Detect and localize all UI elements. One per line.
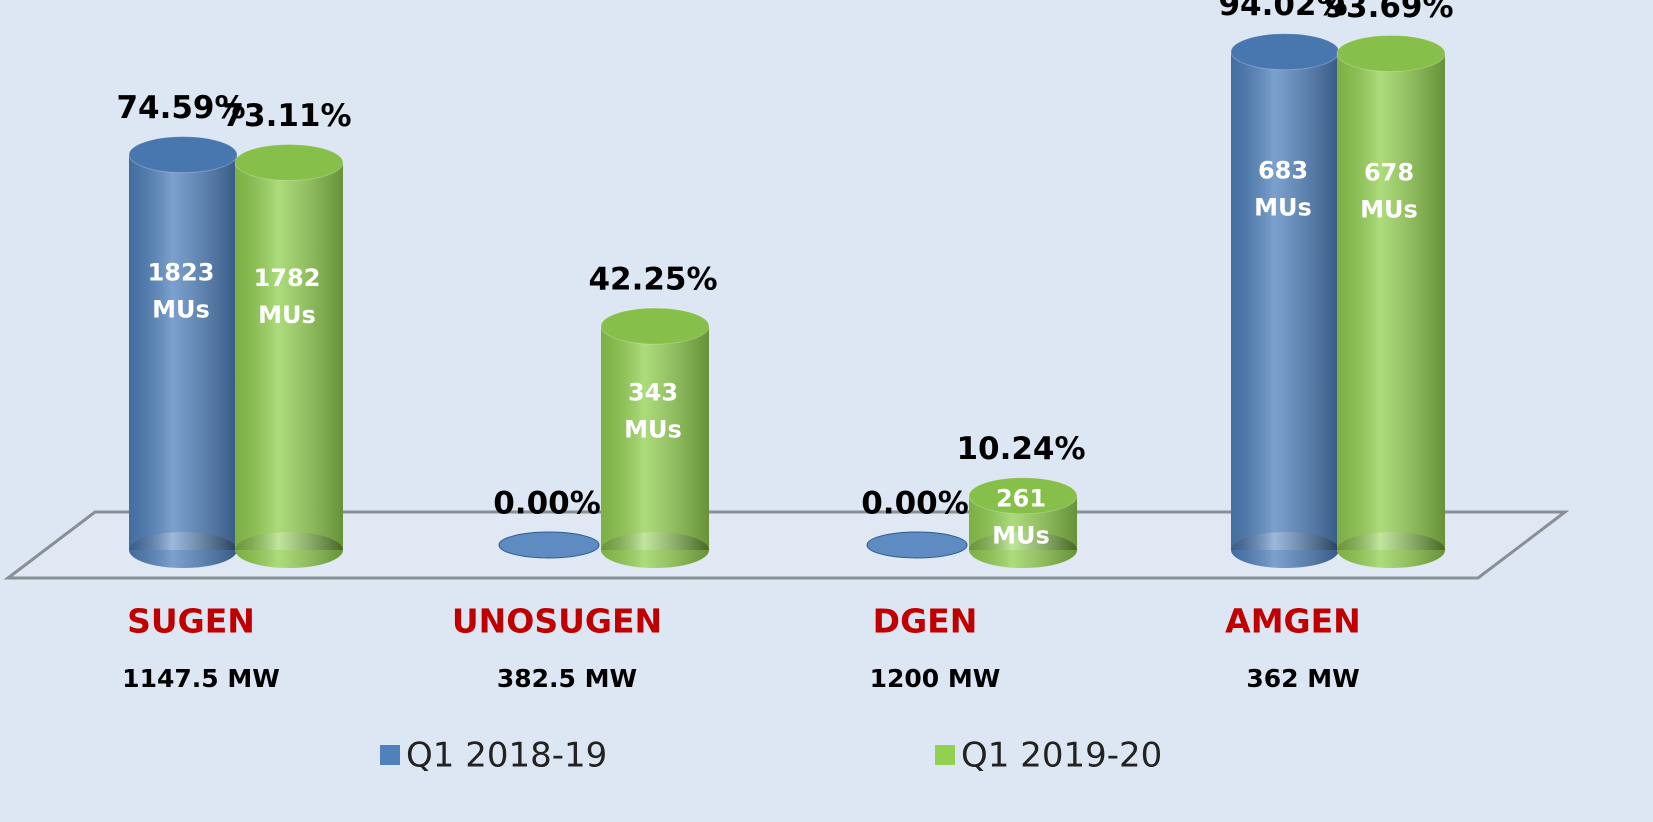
energy-label: 1823	[148, 258, 215, 286]
cylinder	[498, 531, 600, 559]
cylinder-top	[1336, 34, 1446, 72]
cylinder-flat	[498, 531, 600, 559]
category-label: AMGEN	[1225, 602, 1361, 641]
cylinder-bottom-shade	[1337, 532, 1445, 568]
energy-label: 261	[996, 485, 1046, 513]
energy-label: MUs	[992, 522, 1050, 550]
value-label: 42.25%	[588, 262, 717, 298]
cylinder-shade	[1231, 51, 1339, 550]
cylinder-top	[968, 477, 1078, 515]
cylinder	[600, 307, 710, 568]
value-label: 0.00%	[493, 486, 601, 522]
capacity-label: 362 MW	[1246, 664, 1359, 693]
cylinder-top	[600, 307, 710, 345]
energy-label: 683	[1258, 157, 1308, 185]
cylinder	[1230, 33, 1340, 568]
energy-label: MUs	[624, 415, 682, 443]
energy-label: MUs	[258, 301, 316, 329]
energy-label: 678	[1364, 158, 1414, 186]
value-label: 94.02%	[1218, 0, 1347, 23]
cylinder-shade	[1337, 53, 1445, 551]
legend-swatch	[380, 745, 400, 765]
cylinder-top-shade	[129, 136, 237, 173]
legend-swatch	[935, 745, 955, 765]
cylinder-bottom-shade	[129, 532, 237, 568]
capacity-label: 1147.5 MW	[122, 664, 280, 693]
floor	[3, 510, 1570, 580]
cylinder	[866, 531, 968, 559]
category-label: DGEN	[873, 602, 978, 641]
energy-label: MUs	[1360, 195, 1418, 223]
cylinder-shade	[601, 326, 709, 550]
legend-label: Q1 2019-20	[961, 736, 1162, 776]
cylinder-shade	[235, 162, 343, 550]
cylinder	[1336, 34, 1446, 568]
cylinder-top-shade	[1337, 35, 1445, 72]
cylinder-top-shade	[1231, 33, 1339, 70]
value-label: 74.59%	[116, 90, 245, 126]
cylinder	[128, 136, 238, 568]
cylinder-bottom-shade	[1231, 532, 1339, 568]
legend-label: Q1 2018-19	[406, 736, 607, 776]
energy-label: MUs	[152, 295, 210, 323]
capacity-label: 1200 MW	[870, 664, 1001, 693]
cylinder-shade	[129, 154, 237, 550]
value-label: 0.00%	[861, 486, 969, 522]
cylinder-flat	[866, 531, 968, 559]
category-label: SUGEN	[127, 602, 255, 641]
cylinder-top	[128, 136, 238, 174]
cylinder-top-shade	[235, 144, 343, 181]
value-label: 10.24%	[956, 431, 1085, 467]
cylinder	[234, 144, 344, 568]
energy-label: MUs	[1254, 194, 1312, 222]
value-label: 73.11%	[222, 98, 351, 134]
cylinder-bottom-shade	[235, 532, 343, 568]
value-label: 93.69%	[1324, 0, 1453, 25]
category-label: UNOSUGEN	[452, 602, 662, 641]
energy-label: 1782	[254, 264, 321, 292]
energy-label: 343	[628, 378, 678, 406]
cylinder-bottom-shade	[969, 532, 1077, 568]
cylinder-top-shade	[601, 308, 709, 345]
cylinder	[968, 477, 1078, 568]
capacity-label: 382.5 MW	[497, 664, 637, 693]
cylinder-top-shade	[969, 477, 1077, 514]
cylinder-bottom-shade	[601, 532, 709, 568]
cylinder-top	[234, 144, 344, 182]
